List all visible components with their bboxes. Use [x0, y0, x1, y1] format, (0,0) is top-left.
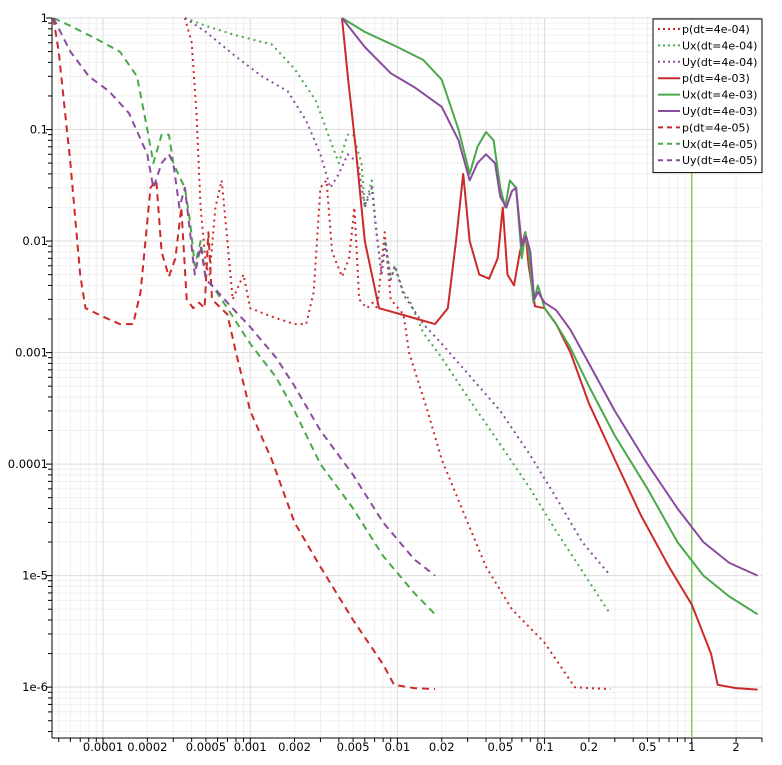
series-lines	[52, 17, 759, 691]
legend-label: p(dt=4e-03)	[682, 72, 750, 85]
series-line-7	[52, 17, 436, 615]
legend-label: Ux(dt=4e-03)	[682, 89, 757, 102]
y-axis-ticks: 1 0.1 0.01 0.001 0.0001 1e-5 1e-6	[8, 11, 52, 733]
legend-label: p(dt=4e-05)	[682, 121, 750, 134]
x-tick-label: 0.001	[234, 740, 267, 754]
x-tick-label: 0.05	[487, 740, 513, 754]
legend-label: Uy(dt=4e-03)	[682, 105, 757, 118]
series-line-2	[184, 17, 612, 577]
legend-label: Ux(dt=4e-05)	[682, 138, 757, 151]
x-tick-label: 0.005	[337, 740, 370, 754]
y-tick-label: 1e-5	[22, 569, 48, 583]
axes	[51, 18, 762, 739]
legend-label: Uy(dt=4e-05)	[682, 154, 757, 167]
minor-gridlines	[52, 18, 763, 738]
y-tick-label: 0.001	[15, 346, 48, 360]
legend-label: Uy(dt=4e-04)	[682, 56, 757, 69]
y-tick-label: 1e-6	[22, 680, 48, 694]
y-tick-label: 1	[41, 11, 48, 25]
x-tick-label: 0.02	[429, 740, 455, 754]
x-tick-label: 0.0002	[127, 740, 167, 754]
x-tick-label: 0.5	[638, 740, 656, 754]
x-tick-label: 0.1	[535, 740, 553, 754]
series-line-5	[341, 17, 759, 577]
x-tick-label: 0.01	[385, 740, 411, 754]
x-tick-label: 0.0001	[83, 740, 123, 754]
series-line-3	[341, 17, 758, 691]
y-tick-label: 0.01	[22, 234, 48, 248]
x-tick-label: 1	[688, 740, 695, 754]
legend-box	[652, 18, 763, 174]
series-line-4	[341, 17, 759, 616]
x-tick-label: 0.2	[580, 740, 598, 754]
y-tick-label: 0.0001	[8, 457, 48, 471]
legend: p(dt=4e-04) Ux(dt=4e-04) Uy(dt=4e-04) p(dt=…	[652, 18, 763, 174]
legend-label: Ux(dt=4e-04)	[682, 39, 757, 52]
y-tick-label: 0.1	[30, 123, 48, 137]
legend-label: p(dt=4e-04)	[682, 23, 750, 36]
x-tick-label: 0.002	[278, 740, 311, 754]
x-axis-ticks: 0.0001 0.0002 0.0005 0.001 0.002 0.005 0.01 0.0…	[58, 738, 763, 754]
x-tick-label: 2	[732, 740, 739, 754]
series-line-0	[183, 17, 611, 691]
x-tick-label: 0.0005	[186, 740, 226, 754]
